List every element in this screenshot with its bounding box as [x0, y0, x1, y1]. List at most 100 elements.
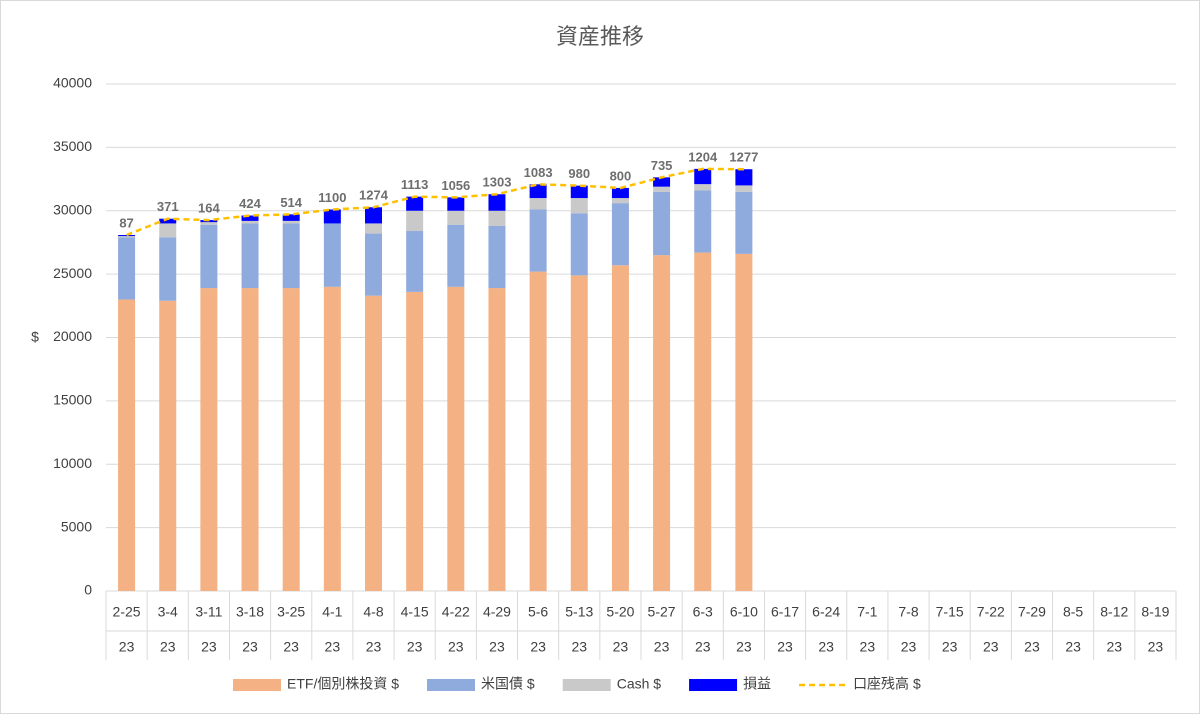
data-label: 1204 — [688, 149, 718, 164]
x-tick-sublabel: 23 — [613, 639, 629, 655]
x-tick-label: 8-12 — [1100, 604, 1128, 620]
x-tick-sublabel: 23 — [160, 639, 176, 655]
bar-segment — [694, 190, 712, 253]
bar-segment — [735, 191, 753, 254]
x-tick-label: 4-8 — [363, 604, 383, 620]
x-tick-label: 7-22 — [977, 604, 1005, 620]
bar-segment — [611, 187, 629, 199]
bar-segment — [653, 255, 671, 592]
bar-segment — [159, 223, 177, 238]
x-tick-sublabel: 23 — [1106, 639, 1122, 655]
x-tick-sublabel: 23 — [448, 639, 464, 655]
x-tick-sublabel: 23 — [736, 639, 752, 655]
bar-segment — [653, 191, 671, 256]
data-label: 1274 — [359, 188, 389, 203]
bar-segment — [323, 209, 341, 224]
bar-segment — [529, 209, 547, 272]
x-tick-sublabel: 23 — [119, 639, 135, 655]
bar-segment — [159, 300, 177, 591]
bar-segment — [365, 295, 382, 591]
bar-segment — [118, 299, 136, 591]
bar-segment — [570, 275, 588, 591]
x-tick-label: 5-6 — [528, 604, 548, 620]
data-label: 1083 — [524, 165, 553, 180]
x-tick-sublabel: 23 — [695, 639, 711, 655]
bar-segment — [611, 265, 629, 591]
x-tick-label: 8-5 — [1063, 604, 1083, 620]
bar-segment — [529, 271, 547, 591]
bar-segment — [323, 223, 341, 287]
bar-segment — [282, 220, 300, 224]
x-tick-label: 3-18 — [236, 604, 264, 620]
x-tick-label: 3-4 — [158, 604, 178, 620]
bar-segment — [694, 252, 712, 591]
x-tick-label: 8-19 — [1141, 604, 1169, 620]
x-tick-label: 2-25 — [113, 604, 141, 620]
x-tick-label: 7-1 — [857, 604, 877, 620]
x-tick-label: 5-27 — [648, 604, 676, 620]
y-tick-label: 0 — [84, 582, 92, 598]
legend-swatch — [427, 679, 476, 691]
bar-segment — [570, 185, 588, 199]
bar-segment — [735, 253, 753, 591]
bar-segment — [282, 214, 300, 221]
x-tick-sublabel: 23 — [571, 639, 587, 655]
bar-segment — [406, 231, 424, 292]
bar-segment — [694, 184, 712, 191]
data-label: 800 — [610, 168, 632, 183]
bar-segment — [365, 207, 382, 224]
bar-segment — [159, 237, 177, 301]
bar-segment — [200, 288, 218, 591]
bar-segment — [447, 224, 465, 287]
bar-segment — [406, 291, 424, 591]
data-label: 514 — [280, 195, 302, 210]
x-tick-sublabel: 23 — [201, 639, 217, 655]
x-tick-label: 6-10 — [730, 604, 758, 620]
x-tick-sublabel: 23 — [901, 639, 917, 655]
x-tick-sublabel: 23 — [942, 639, 958, 655]
data-label: 164 — [198, 201, 220, 216]
bar-segment — [653, 177, 671, 187]
bar-segment — [488, 225, 506, 289]
bar-segment — [241, 223, 259, 289]
bar-segment — [118, 236, 136, 238]
x-tick-label: 7-29 — [1018, 604, 1046, 620]
y-tick-label: 5000 — [61, 518, 92, 534]
bar-segment — [611, 198, 629, 204]
bar-segment — [323, 286, 341, 591]
x-tick-label: 6-24 — [812, 604, 840, 620]
legend-label: 米国債 $ — [481, 676, 535, 692]
x-tick-sublabel: 23 — [983, 639, 999, 655]
y-tick-label: 20000 — [53, 328, 92, 344]
x-tick-label: 3-11 — [195, 604, 222, 620]
y-tick-label: 15000 — [53, 392, 92, 408]
x-tick-label: 4-22 — [442, 604, 470, 620]
x-tick-label: 5-13 — [565, 604, 593, 620]
x-tick-sublabel: 23 — [242, 639, 258, 655]
x-tick-label: 5-20 — [606, 604, 634, 620]
bar-segment — [488, 210, 506, 226]
data-label: 1100 — [318, 190, 346, 205]
x-tick-sublabel: 23 — [777, 639, 793, 655]
data-label: 1113 — [401, 177, 429, 192]
bar-segment — [282, 223, 300, 289]
bar-segment — [611, 203, 629, 266]
x-tick-label: 4-15 — [401, 604, 429, 620]
legend-swatch — [562, 679, 611, 691]
legend-label: ETF/個別株投資 $ — [287, 676, 399, 692]
chart-title: 資産推移 — [556, 24, 644, 49]
x-tick-label: 7-15 — [936, 604, 964, 620]
x-tick-label: 7-8 — [898, 604, 918, 620]
y-tick-label: 25000 — [53, 265, 92, 281]
bar-segment — [570, 213, 588, 276]
bar-segment — [200, 222, 218, 225]
x-tick-label: 6-3 — [693, 604, 713, 620]
bar-segment — [488, 194, 506, 211]
x-tick-sublabel: 23 — [654, 639, 670, 655]
x-tick-label: 4-29 — [483, 604, 511, 620]
x-tick-sublabel: 23 — [407, 639, 423, 655]
bar-segment — [282, 288, 300, 591]
data-label: 1056 — [441, 178, 470, 193]
legend-swatch — [233, 679, 281, 691]
